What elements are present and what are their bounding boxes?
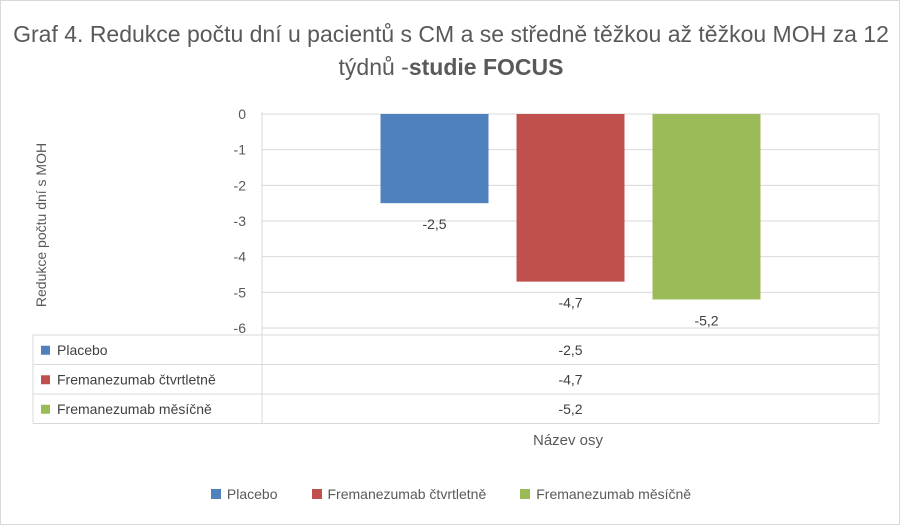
table-series-name: Placebo <box>57 342 108 358</box>
y-tick-label: -6 <box>234 320 247 336</box>
data-labels: -2,5 -4,7 -5,2 <box>422 216 718 328</box>
bar-2 <box>516 114 625 282</box>
chart-title-text: Graf 4. Redukce počtu dní u pacientů s C… <box>13 21 889 80</box>
bar-3 <box>652 114 761 300</box>
chart-title: Graf 4. Redukce počtu dní u pacientů s C… <box>0 18 902 84</box>
bars <box>380 114 761 300</box>
data-label: -4,7 <box>558 295 582 311</box>
legend-item: Placebo <box>210 486 278 502</box>
y-tick-label: 0 <box>238 106 246 122</box>
table-series-name: Fremanezumab čtvrtletně <box>57 371 216 387</box>
chart-title-bold: studie FOCUS <box>408 54 564 80</box>
table-value: -5,2 <box>558 401 582 417</box>
y-tick-label: -5 <box>234 284 247 300</box>
y-tick-label: -4 <box>234 249 247 265</box>
legend-label: Fremanezumab měsíčně <box>536 486 692 502</box>
table-swatch <box>41 375 50 385</box>
bar-1 <box>380 114 489 204</box>
table-swatch <box>41 345 50 355</box>
legend-swatch <box>210 489 221 499</box>
legend-label: Fremanezumab čtvrtletně <box>327 486 487 502</box>
x-axis-label: Název osy <box>533 432 604 449</box>
legend: Placebo Fremanezumab čtvrtletně Fremanezum… <box>0 486 902 502</box>
y-tick-label: -3 <box>234 213 247 229</box>
y-tick-labels: 0 -1 -2 -3 -4 -5 -6 <box>234 106 247 336</box>
table-swatch <box>41 404 50 414</box>
legend-label: Placebo <box>226 486 278 502</box>
legend-swatch <box>311 489 322 499</box>
y-axis-label: Redukce počtu dní s MOH <box>33 143 49 307</box>
legend-item: Fremanezumab čtvrtletně <box>311 486 487 502</box>
data-label: -5,2 <box>694 312 718 328</box>
table-value: -2,5 <box>558 342 582 358</box>
y-tick-label: -2 <box>234 177 247 193</box>
data-label: -2,5 <box>422 216 446 232</box>
table-series-name: Fremanezumab měsíčně <box>57 401 212 417</box>
y-tick-label: -1 <box>234 142 247 158</box>
data-table: Placebo -2,5 Fremanezumab čtvrtletně -4,7 Fr… <box>32 112 880 424</box>
legend-swatch <box>520 489 531 499</box>
legend-item: Fremanezumab měsíčně <box>520 486 691 502</box>
table-value: -4,7 <box>558 371 582 387</box>
